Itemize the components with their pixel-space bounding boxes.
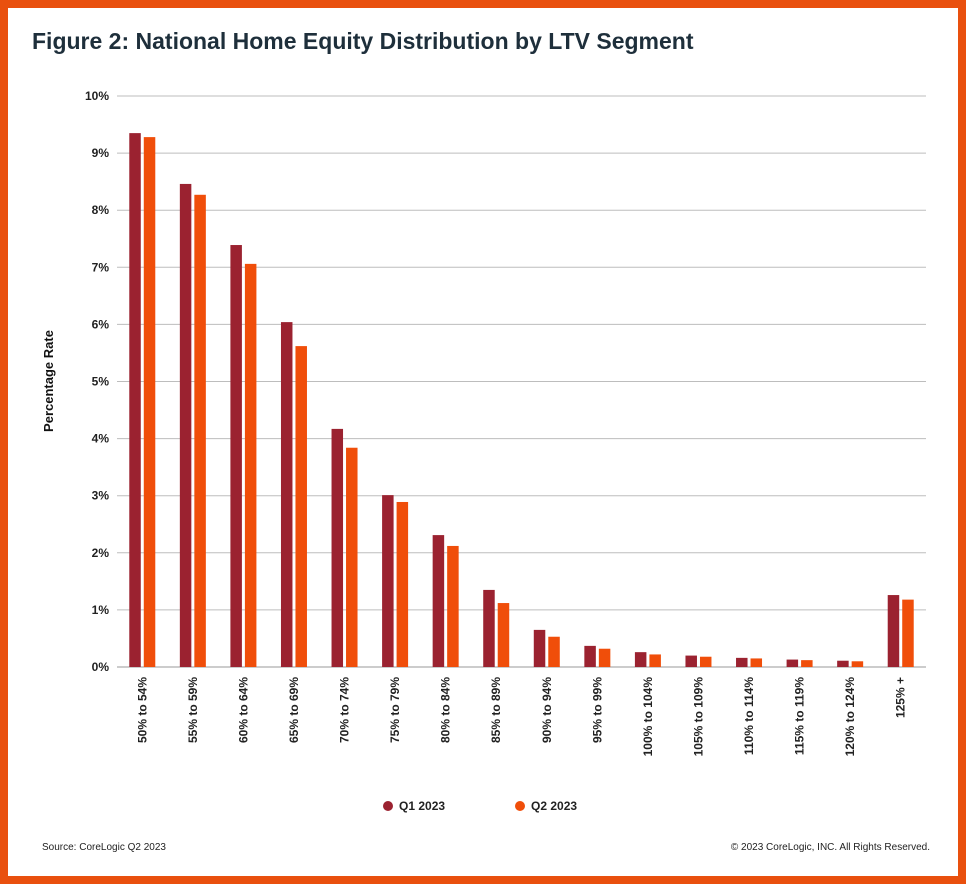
bar-q1 bbox=[584, 645, 596, 667]
y-tick-label: 7% bbox=[92, 260, 110, 274]
bar-q2 bbox=[699, 656, 712, 667]
x-tick-label: 80% to 84% bbox=[439, 677, 453, 743]
bar-q1 bbox=[837, 660, 849, 667]
bar-q2 bbox=[497, 603, 510, 667]
x-tick-label: 85% to 89% bbox=[489, 677, 503, 743]
source-note: Source: CoreLogic Q2 2023 bbox=[42, 842, 166, 853]
bar-q2 bbox=[851, 661, 864, 667]
copyright-note: © 2023 CoreLogic, INC. All Rights Reserv… bbox=[730, 842, 930, 853]
y-tick-label: 4% bbox=[92, 432, 110, 446]
chart-title: Figure 2: National Home Equity Distribut… bbox=[32, 28, 694, 54]
legend-marker-q2 bbox=[515, 801, 525, 811]
bar-q1 bbox=[786, 659, 799, 667]
x-tick-label: 90% to 94% bbox=[540, 677, 554, 743]
bar-q1 bbox=[129, 133, 141, 668]
x-tick-label: 75% to 79% bbox=[388, 677, 402, 743]
x-tick-label: 120% to 124% bbox=[843, 677, 857, 757]
bar-q1 bbox=[179, 183, 192, 667]
bar-q1 bbox=[634, 652, 647, 667]
y-tick-label: 1% bbox=[92, 603, 110, 617]
y-tick-label: 2% bbox=[92, 546, 110, 560]
legend-label: Q1 2023 bbox=[399, 799, 445, 813]
y-axis-label: Percentage Rate bbox=[41, 330, 56, 432]
bar-q2 bbox=[598, 648, 611, 667]
bar-q1 bbox=[736, 657, 748, 667]
y-tick-label: 9% bbox=[92, 146, 110, 160]
x-tick-label: 60% to 64% bbox=[236, 677, 250, 743]
x-tick-label: 50% to 54% bbox=[135, 677, 149, 743]
bar-q1 bbox=[382, 495, 394, 667]
x-tick-label: 110% to 114% bbox=[742, 677, 756, 755]
bar-q2 bbox=[295, 346, 307, 667]
x-tick-label: 55% to 59% bbox=[186, 677, 200, 743]
x-tick-label: 115% to 119% bbox=[793, 677, 807, 755]
bar-q2 bbox=[750, 658, 763, 667]
legend-marker-q1 bbox=[383, 801, 393, 811]
x-tick-label: 125% + bbox=[894, 677, 908, 718]
bar-q1 bbox=[533, 629, 546, 667]
y-tick-label: 3% bbox=[92, 489, 110, 503]
bar-q2 bbox=[143, 137, 156, 667]
bar-q2 bbox=[902, 599, 914, 667]
bar-q2 bbox=[346, 447, 358, 667]
x-tick-label: 105% to 109% bbox=[691, 677, 705, 757]
bar-q2 bbox=[801, 660, 813, 667]
bar-q2 bbox=[396, 501, 409, 667]
bar-q2 bbox=[194, 194, 206, 667]
bar-q1 bbox=[432, 535, 445, 667]
bar-q2 bbox=[244, 263, 257, 667]
y-tick-label: 5% bbox=[92, 375, 110, 389]
legend-label: Q2 2023 bbox=[531, 799, 577, 813]
bar-q1 bbox=[685, 655, 697, 667]
bar-q1 bbox=[331, 428, 344, 667]
bar-q2 bbox=[548, 636, 560, 667]
y-tick-label: 0% bbox=[92, 660, 110, 674]
x-tick-label: 65% to 69% bbox=[287, 677, 301, 743]
bar-q1 bbox=[483, 589, 495, 667]
y-tick-label: 8% bbox=[92, 203, 110, 217]
x-tick-label: 100% to 104% bbox=[641, 677, 655, 757]
x-tick-label: 95% to 99% bbox=[590, 677, 604, 743]
bar-q1 bbox=[230, 245, 242, 667]
y-tick-label: 10% bbox=[85, 89, 109, 103]
x-tick-label: 70% to 74% bbox=[338, 677, 352, 743]
y-tick-label: 6% bbox=[92, 317, 110, 331]
bar-q1 bbox=[887, 595, 900, 667]
bar-q2 bbox=[447, 545, 459, 667]
bar-q1 bbox=[280, 322, 293, 667]
bar-q2 bbox=[649, 654, 661, 667]
